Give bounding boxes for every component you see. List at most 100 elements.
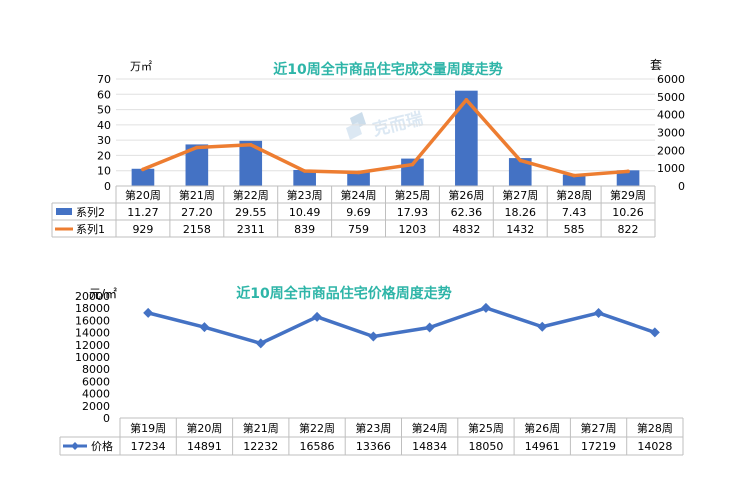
volume-left-tick-labels: 0 10 20 30 40 50 60 70 — [97, 73, 111, 193]
price-tick-label: 20000 — [75, 290, 110, 303]
price-line-point — [537, 321, 548, 332]
volume-line — [141, 98, 630, 178]
volume-chart: 近10周全市商品住宅成交量周度走势 万㎡ 套 克而瑞 0 10 20 30 40 50 60… — [51, 58, 685, 238]
price-value-label: 14834 — [412, 440, 447, 453]
volume-legend-bar-name: 系列2 — [76, 205, 105, 219]
watermark-text: 克而瑞 — [371, 108, 426, 141]
volume-left-tick-label: 30 — [97, 134, 111, 147]
volume-right-tick-label: 6000 — [657, 73, 685, 86]
volume-bar — [239, 140, 263, 186]
volume-category-label: 第25周 — [394, 188, 430, 202]
price-tick-label: 12000 — [75, 339, 110, 352]
volume-line-value-label: 929 — [132, 223, 153, 236]
volume-bar-value-label: 11.27 — [127, 206, 159, 219]
price-value-label: 16586 — [300, 440, 335, 453]
volume-left-tick-label: 50 — [97, 104, 111, 117]
volume-line-point — [464, 98, 469, 102]
price-line-point — [312, 311, 323, 322]
volume-bar — [347, 171, 370, 186]
price-category-label: 第23周 — [355, 421, 391, 435]
price-value-label: 13366 — [356, 440, 391, 453]
price-tick-label: 6000 — [82, 375, 110, 388]
volume-line-point — [195, 145, 199, 150]
volume-line-value-label: 839 — [294, 223, 315, 236]
price-category-label: 第25周 — [468, 421, 504, 435]
volume-line-point — [356, 170, 361, 175]
volume-bar — [185, 144, 209, 186]
volume-legend-bar-swatch — [56, 208, 72, 215]
volume-bar-value-label: 29.55 — [235, 206, 267, 219]
price-line-point — [424, 322, 435, 333]
price-line-point — [649, 327, 660, 338]
volume-line-point — [248, 142, 253, 147]
volume-left-tick-label: 60 — [97, 88, 111, 101]
volume-bar-value-label: 7.43 — [562, 206, 587, 219]
price-legend-marker — [71, 442, 79, 450]
volume-line-value-label: 1203 — [398, 223, 426, 236]
price-line — [143, 302, 660, 349]
price-data-table: 第19周 第20周 第21周 第22周 第23周 第24周 第25周 第26周 第27周 第28周… — [59, 417, 684, 456]
volume-series-line — [141, 98, 630, 178]
price-line-point — [368, 331, 379, 342]
price-tick-labels: 0200040006000800010000120001400016000180… — [75, 290, 110, 425]
volume-right-tick-label: 2000 — [657, 144, 685, 157]
volume-left-tick-label: 10 — [97, 165, 111, 178]
volume-bar-value-label: 10.26 — [612, 206, 644, 219]
price-tick-label: 10000 — [75, 351, 110, 364]
price-category-label: 第22周 — [299, 421, 335, 435]
price-line-point — [199, 322, 210, 333]
volume-right-tick-label: 3000 — [657, 127, 685, 140]
price-value-label: 14028 — [637, 440, 672, 453]
volume-category-label: 第22周 — [233, 188, 269, 202]
volume-line-value-label: 2158 — [183, 223, 211, 236]
price-value-label: 17234 — [131, 440, 166, 453]
volume-category-label: 第21周 — [179, 188, 215, 202]
volume-left-axis-unit: 万㎡ — [130, 60, 152, 73]
price-tick-label: 16000 — [75, 314, 110, 327]
volume-line-point — [626, 169, 630, 174]
price-value-label: 14891 — [187, 440, 222, 453]
volume-bars — [131, 90, 640, 186]
price-value-label: 18050 — [468, 440, 503, 453]
price-tick-label: 0 — [103, 412, 110, 425]
price-series-line — [147, 306, 656, 346]
watermark-logo: 克而瑞 — [346, 108, 425, 141]
price-legend-name: 价格 — [91, 439, 113, 453]
volume-bar-value-label: 10.49 — [289, 206, 321, 219]
volume-right-axis-unit: 套 — [650, 58, 662, 72]
volume-left-tick-label: 40 — [97, 119, 111, 132]
volume-bar-value-label: 18.26 — [505, 206, 537, 219]
volume-line-point — [572, 173, 576, 178]
price-tick-label: 4000 — [82, 388, 110, 401]
volume-right-tick-label: 5000 — [657, 91, 685, 104]
price-category-label: 第28周 — [637, 421, 673, 435]
price-category-label: 第26周 — [524, 421, 560, 435]
price-chart: 近10周全市商品住宅价格周度走势 元/㎡ 0200040006000800010… — [59, 285, 684, 456]
volume-bar-value-label: 27.20 — [181, 206, 213, 219]
volume-left-tick-label: 0 — [104, 180, 111, 193]
volume-bar-value-label: 17.93 — [397, 206, 429, 219]
price-category-label: 第21周 — [243, 421, 279, 435]
volume-category-label: 第29周 — [610, 188, 646, 202]
volume-line-value-label: 1432 — [506, 223, 534, 236]
price-line-point — [480, 302, 491, 313]
price-line-point — [593, 307, 604, 318]
price-category-label: 第27周 — [581, 421, 617, 435]
volume-bar — [562, 174, 586, 186]
volume-bar-value-label: 9.69 — [346, 206, 371, 219]
volume-category-label: 第26周 — [448, 188, 484, 202]
volume-line-point — [302, 169, 307, 173]
volume-right-tick-labels: 0 1000 2000 3000 4000 5000 6000 — [657, 73, 685, 193]
price-category-label: 第24周 — [412, 421, 448, 435]
volume-line-point — [410, 162, 415, 167]
price-line-point — [255, 338, 266, 349]
volume-line-value-label: 2311 — [237, 223, 265, 236]
volume-data-table: 第20周 第21周 第22周 第23周 第24周 第25周 第26周 第27周 第28周 第29周… — [51, 185, 656, 238]
volume-bar — [293, 169, 316, 186]
volume-category-label: 第28周 — [556, 188, 592, 202]
volume-right-tick-label: 1000 — [657, 162, 685, 175]
volume-category-label: 第24周 — [341, 188, 377, 202]
volume-category-label: 第23周 — [287, 188, 323, 202]
